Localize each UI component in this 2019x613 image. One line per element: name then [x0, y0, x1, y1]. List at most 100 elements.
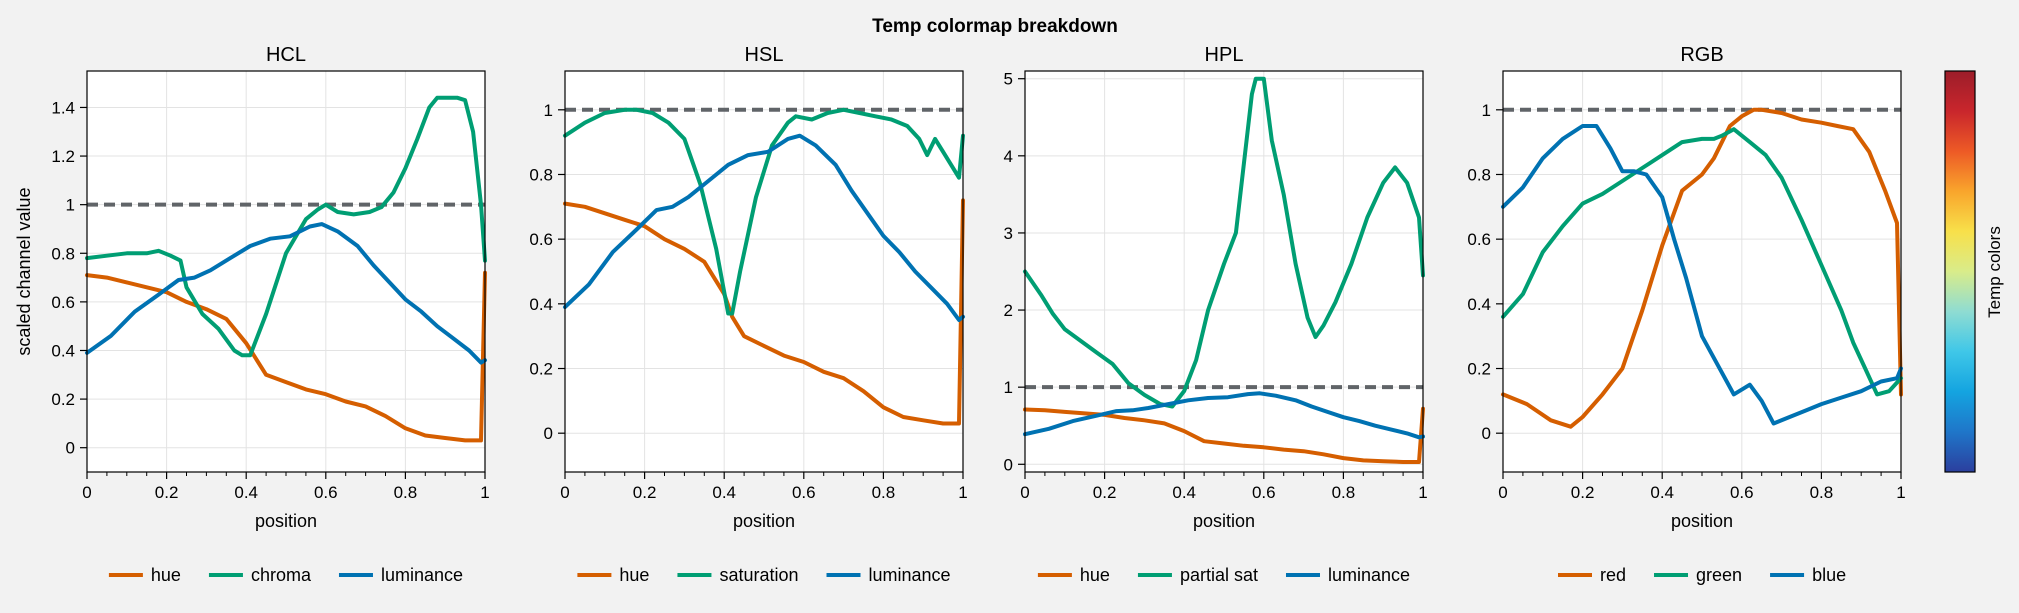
y-tick-label: 1 — [66, 196, 75, 215]
panel-hcl: 0 0.2 0.4 0.6 0.8 1 0 0.2 0.4 0.6 0.8 1 1.2 1.4 HCL pos… — [14, 44, 490, 585]
y-tick-label: 3 — [1004, 224, 1013, 243]
series-line-luminance — [85, 222, 487, 365]
y-tick-label: 0.8 — [1467, 165, 1491, 184]
y-tick-label: 0.6 — [1467, 230, 1491, 249]
series-line-luminance — [1023, 391, 1425, 440]
y-tick-label: 0.2 — [51, 390, 75, 409]
legend-entry: partial sat — [1137, 565, 1258, 585]
y-axis-label: scaled channel value — [14, 187, 34, 355]
series-line-green — [1501, 127, 1903, 397]
y-tick-label: 0 — [544, 424, 553, 443]
panel-rgb: 0 0.2 0.4 0.6 0.8 1 0 0.2 0.4 0.6 0.8 1 RGB position r… — [1467, 44, 1905, 585]
x-tick-label: 0.8 — [1810, 483, 1834, 502]
series-line-chroma — [85, 95, 487, 358]
legend-label: green — [1696, 565, 1742, 585]
legend-entry: luminance — [338, 565, 463, 585]
x-tick-label: 0 — [82, 483, 91, 502]
y-tick-label: 0 — [1004, 455, 1013, 474]
y-tick-label: 0.4 — [51, 341, 75, 360]
x-tick-label: 0.4 — [712, 483, 736, 502]
series-line-luminance — [563, 133, 965, 322]
legend-label: hue — [1080, 565, 1110, 585]
legend-entry: saturation — [677, 565, 799, 585]
axes-face — [87, 71, 485, 472]
x-tick-label: 0.4 — [234, 483, 258, 502]
legend-entry: green — [1654, 565, 1742, 585]
legend-label: luminance — [381, 565, 463, 585]
y-tick-label: 0.4 — [529, 295, 553, 314]
legend-label: hue — [619, 565, 649, 585]
x-tick-label: 1 — [958, 483, 967, 502]
legend-entry: luminance — [826, 565, 951, 585]
y-tick-label: 0 — [66, 439, 75, 458]
x-tick-label: 0.6 — [314, 483, 338, 502]
x-tick-label: 0.6 — [792, 483, 816, 502]
x-tick-label: 0.6 — [1730, 483, 1754, 502]
axes-face — [1025, 71, 1423, 472]
y-tick-label: 0 — [1482, 424, 1491, 443]
y-tick-label: 0.6 — [529, 230, 553, 249]
x-axis-label: position — [255, 511, 317, 531]
x-tick-label: 1 — [1896, 483, 1905, 502]
legend-entry: blue — [1770, 565, 1846, 585]
panel-hpl: 0 0.2 0.4 0.6 0.8 1 0 1 2 3 4 5 HPL position hue partia… — [1004, 44, 1428, 585]
legend-entry: chroma — [208, 565, 312, 585]
legend-label: blue — [1812, 565, 1846, 585]
x-tick-label: 1 — [480, 483, 489, 502]
legend-entry: red — [1558, 565, 1626, 585]
y-tick-label: 1 — [1004, 378, 1013, 397]
axes-face — [1503, 71, 1901, 472]
legend-label: saturation — [719, 565, 798, 585]
panel-title: HSL — [745, 44, 784, 66]
y-tick-label: 1 — [544, 101, 553, 120]
y-tick-label: 5 — [1004, 70, 1013, 89]
x-tick-label: 0 — [560, 483, 569, 502]
panel-hsl: 0 0.2 0.4 0.6 0.8 1 0 0.2 0.4 0.6 0.8 1 HSL position h… — [529, 44, 967, 585]
panel-title: RGB — [1680, 44, 1723, 66]
x-tick-label: 0.2 — [1093, 483, 1117, 502]
series-line-saturation — [563, 107, 965, 316]
x-tick-label: 0.2 — [1571, 483, 1595, 502]
legend-entry: luminance — [1285, 565, 1410, 585]
x-tick-label: 0.8 — [1332, 483, 1356, 502]
legend-label: luminance — [869, 565, 951, 585]
x-tick-label: 0.2 — [155, 483, 179, 502]
x-tick-label: 0.8 — [394, 483, 418, 502]
series-line-partial-sat — [1023, 76, 1425, 409]
x-axis-label: position — [733, 511, 795, 531]
legend: hue saturation luminance — [577, 565, 951, 585]
y-tick-label: 2 — [1004, 301, 1013, 320]
y-tick-label: 0.2 — [529, 360, 553, 379]
panel-title: HPL — [1205, 44, 1244, 66]
legend-label: red — [1600, 565, 1626, 585]
y-tick-label: 0.4 — [1467, 295, 1491, 314]
legend: red green blue — [1558, 565, 1846, 585]
y-tick-label: 4 — [1004, 147, 1013, 166]
series-line-hue — [563, 198, 965, 426]
series-line-hue — [85, 270, 487, 443]
legend-entry: hue — [108, 565, 181, 585]
x-tick-label: 0.2 — [633, 483, 657, 502]
y-tick-label: 0.2 — [1467, 360, 1491, 379]
colorbar: Temp colors — [1944, 70, 2004, 473]
legend-label: luminance — [1328, 565, 1410, 585]
series-line-red — [1501, 107, 1903, 429]
x-tick-label: 0.6 — [1252, 483, 1276, 502]
y-tick-label: 0.6 — [51, 293, 75, 312]
x-axis-label: position — [1193, 511, 1255, 531]
x-tick-label: 1 — [1418, 483, 1427, 502]
x-tick-label: 0.8 — [872, 483, 896, 502]
x-tick-label: 0 — [1498, 483, 1507, 502]
y-tick-label: 1.2 — [51, 147, 75, 166]
colorbar-gradient — [1944, 70, 1976, 473]
figure-title: Temp colormap breakdown — [872, 16, 1118, 37]
legend-entry: hue — [577, 565, 649, 585]
legend: hue chroma luminance — [108, 565, 463, 585]
x-tick-label: 0.4 — [1172, 483, 1196, 502]
y-tick-label: 1.4 — [51, 98, 75, 117]
y-tick-label: 0.8 — [51, 244, 75, 263]
axes-face — [565, 71, 963, 472]
legend-label: chroma — [251, 565, 312, 585]
panel-title: HCL — [266, 44, 306, 66]
